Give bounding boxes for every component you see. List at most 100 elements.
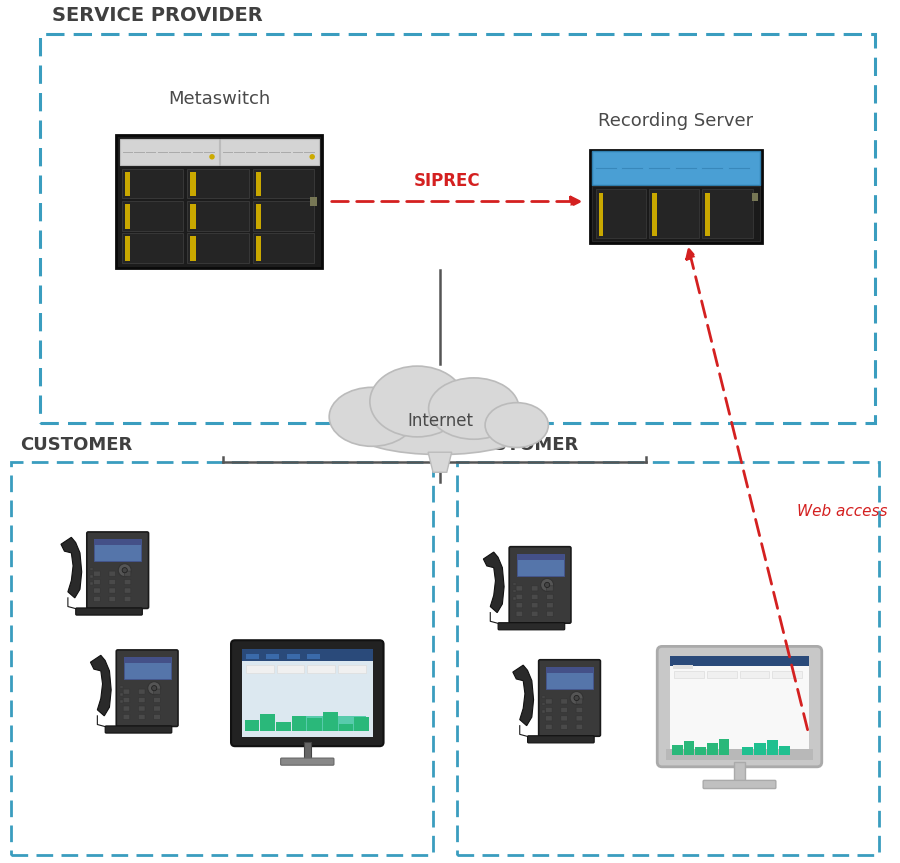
FancyBboxPatch shape	[509, 546, 571, 623]
FancyBboxPatch shape	[123, 697, 130, 702]
Bar	[190, 172, 196, 196]
Bar	[307, 665, 335, 672]
Bar	[672, 745, 683, 755]
Text: Metaswitch: Metaswitch	[167, 90, 270, 108]
FancyBboxPatch shape	[120, 139, 219, 165]
FancyBboxPatch shape	[498, 623, 564, 630]
Bar	[740, 671, 770, 677]
FancyBboxPatch shape	[139, 715, 145, 720]
FancyBboxPatch shape	[76, 608, 142, 615]
FancyBboxPatch shape	[105, 726, 172, 733]
FancyBboxPatch shape	[531, 611, 538, 616]
FancyBboxPatch shape	[516, 586, 523, 591]
Bar	[778, 746, 790, 755]
Bar	[652, 193, 657, 236]
FancyBboxPatch shape	[109, 571, 115, 576]
FancyBboxPatch shape	[545, 715, 552, 721]
FancyBboxPatch shape	[531, 595, 538, 600]
Bar	[256, 236, 261, 261]
FancyBboxPatch shape	[109, 596, 115, 602]
Text: Internet: Internet	[407, 412, 472, 430]
Circle shape	[151, 685, 157, 690]
Bar	[513, 590, 516, 592]
FancyBboxPatch shape	[116, 650, 178, 727]
Bar	[308, 654, 320, 659]
Bar	[546, 667, 593, 672]
FancyBboxPatch shape	[649, 189, 699, 238]
Bar	[310, 197, 317, 206]
FancyBboxPatch shape	[123, 658, 171, 679]
Bar	[355, 716, 369, 732]
Bar	[90, 583, 94, 585]
FancyBboxPatch shape	[702, 189, 752, 238]
FancyBboxPatch shape	[517, 554, 563, 576]
FancyBboxPatch shape	[124, 571, 130, 576]
Circle shape	[148, 682, 161, 695]
Text: CUSTOMER: CUSTOMER	[21, 436, 132, 454]
FancyBboxPatch shape	[187, 168, 248, 198]
FancyBboxPatch shape	[139, 697, 145, 702]
Bar	[256, 172, 261, 196]
FancyBboxPatch shape	[253, 201, 314, 230]
FancyBboxPatch shape	[657, 646, 822, 767]
FancyBboxPatch shape	[516, 611, 523, 616]
Bar	[246, 654, 259, 659]
FancyBboxPatch shape	[187, 234, 248, 263]
FancyBboxPatch shape	[253, 168, 314, 198]
FancyBboxPatch shape	[576, 699, 582, 704]
Circle shape	[118, 564, 131, 576]
Bar	[752, 192, 758, 200]
FancyBboxPatch shape	[527, 736, 594, 743]
Text: SIPREC: SIPREC	[413, 172, 480, 190]
FancyBboxPatch shape	[187, 201, 248, 230]
Bar	[123, 658, 171, 663]
Bar	[120, 701, 122, 702]
Bar	[190, 236, 196, 261]
FancyBboxPatch shape	[561, 724, 567, 729]
Bar	[673, 665, 693, 669]
Bar	[94, 539, 141, 545]
Ellipse shape	[329, 387, 415, 446]
Bar	[276, 721, 291, 732]
Bar	[90, 568, 94, 570]
Ellipse shape	[428, 378, 519, 439]
FancyBboxPatch shape	[139, 706, 145, 711]
Bar	[287, 654, 300, 659]
Text: CUSTOMER: CUSTOMER	[466, 436, 579, 454]
FancyBboxPatch shape	[546, 586, 554, 591]
FancyBboxPatch shape	[154, 715, 160, 720]
Bar	[323, 712, 338, 732]
Circle shape	[570, 691, 583, 704]
FancyBboxPatch shape	[596, 189, 646, 238]
Bar	[124, 236, 130, 261]
FancyBboxPatch shape	[531, 602, 538, 608]
Bar	[456, 462, 879, 855]
FancyBboxPatch shape	[94, 571, 100, 576]
Bar	[684, 741, 694, 755]
Bar	[674, 671, 704, 677]
FancyBboxPatch shape	[122, 234, 184, 263]
FancyBboxPatch shape	[154, 697, 160, 702]
Bar	[670, 656, 809, 757]
FancyBboxPatch shape	[124, 588, 130, 593]
FancyBboxPatch shape	[109, 588, 115, 593]
Bar	[11, 462, 433, 855]
Bar	[256, 204, 261, 229]
Bar	[517, 554, 563, 559]
Bar	[260, 714, 275, 732]
Bar	[242, 649, 373, 737]
Bar	[124, 172, 130, 196]
Ellipse shape	[485, 403, 548, 448]
Polygon shape	[428, 452, 452, 472]
FancyBboxPatch shape	[139, 689, 145, 694]
FancyBboxPatch shape	[576, 724, 582, 729]
FancyBboxPatch shape	[94, 539, 141, 561]
FancyBboxPatch shape	[220, 139, 320, 165]
FancyBboxPatch shape	[516, 602, 523, 608]
Bar	[598, 193, 604, 236]
FancyBboxPatch shape	[123, 689, 130, 694]
Bar	[120, 693, 122, 696]
Ellipse shape	[356, 410, 525, 455]
Polygon shape	[61, 538, 82, 598]
Bar	[338, 665, 366, 672]
